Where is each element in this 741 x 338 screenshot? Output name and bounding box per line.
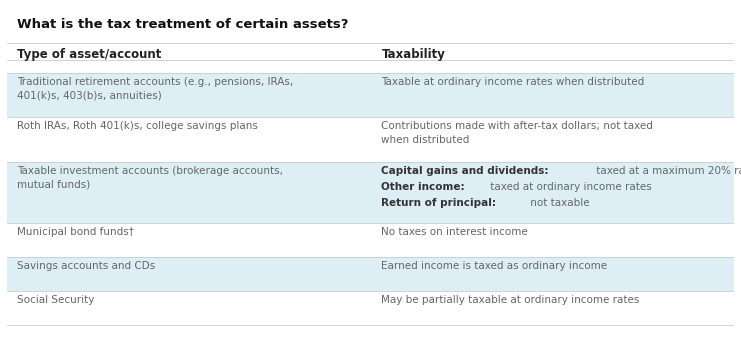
Text: Roth IRAs, Roth 401(k)s, college savings plans: Roth IRAs, Roth 401(k)s, college savings…: [17, 121, 258, 131]
Text: taxed at ordinary income rates: taxed at ordinary income rates: [487, 182, 652, 192]
Bar: [7, 257, 734, 291]
Text: not taxable: not taxable: [527, 198, 589, 208]
Text: Type of asset/account: Type of asset/account: [17, 48, 162, 61]
Text: Contributions made with after-tax dollars; not taxed
when distributed: Contributions made with after-tax dollar…: [382, 121, 654, 145]
Text: Savings accounts and CDs: Savings accounts and CDs: [17, 261, 155, 271]
Text: Return of principal:: Return of principal:: [382, 198, 496, 208]
Text: No taxes on interest income: No taxes on interest income: [382, 227, 528, 237]
Text: Social Security: Social Security: [17, 295, 94, 305]
Text: What is the tax treatment of certain assets?: What is the tax treatment of certain ass…: [17, 18, 348, 31]
Text: Taxable at ordinary income rates when distributed: Taxable at ordinary income rates when di…: [382, 77, 645, 87]
Bar: [7, 73, 734, 117]
Text: Municipal bond funds†: Municipal bond funds†: [17, 227, 133, 237]
Text: Taxable investment accounts (brokerage accounts,
mutual funds): Taxable investment accounts (brokerage a…: [17, 166, 283, 189]
Text: Taxability: Taxability: [382, 48, 445, 61]
Bar: [7, 162, 734, 223]
Text: taxed at a maximum 20% rate*: taxed at a maximum 20% rate*: [594, 166, 741, 176]
Text: May be partially taxable at ordinary income rates: May be partially taxable at ordinary inc…: [382, 295, 639, 305]
Text: Capital gains and dividends:: Capital gains and dividends:: [382, 166, 549, 176]
Text: Earned income is taxed as ordinary income: Earned income is taxed as ordinary incom…: [382, 261, 608, 271]
Text: Other income:: Other income:: [382, 182, 465, 192]
Text: Traditional retirement accounts (e.g., pensions, IRAs,
401(k)s, 403(b)s, annuiti: Traditional retirement accounts (e.g., p…: [17, 77, 293, 100]
